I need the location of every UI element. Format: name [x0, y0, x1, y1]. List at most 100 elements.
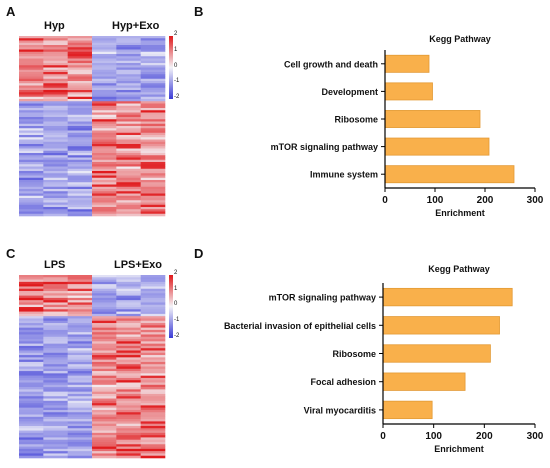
heatmap-cell — [43, 380, 68, 383]
heatmap-cell — [43, 297, 68, 301]
heatmap-cell — [116, 168, 141, 172]
heatmap-cell — [116, 430, 141, 434]
heatmap-cell — [140, 182, 166, 185]
heatmap-cell — [92, 368, 117, 372]
heatmap-cell — [19, 307, 44, 310]
colorbar-a-tick: 2 — [174, 31, 178, 37]
heatmap-cell — [43, 398, 68, 402]
heatmap-cell — [140, 40, 166, 44]
heatmap-cell — [67, 441, 93, 445]
heatmap-cell — [43, 159, 68, 163]
heatmap-cell — [116, 38, 141, 41]
heatmap-cell — [19, 146, 44, 149]
heatmap-cell — [19, 387, 44, 390]
heatmap-cell — [43, 141, 68, 145]
heatmap-cell — [67, 435, 93, 438]
heatmap-cell — [92, 435, 117, 438]
heatmap-cell — [140, 318, 166, 322]
y-tick-label: Bacterial invasion of epithelial cells — [224, 321, 376, 331]
heatmap-cell — [67, 60, 93, 64]
heatmap-cell — [92, 117, 117, 120]
heatmap-cell — [140, 343, 166, 347]
heatmap-cell — [92, 184, 117, 188]
heatmap-cell — [92, 137, 117, 140]
heatmap-cell — [67, 168, 93, 172]
heatmap-cell — [19, 81, 44, 84]
heatmap-cell — [140, 132, 166, 136]
heatmap-cell — [92, 341, 117, 344]
heatmap-cell — [19, 54, 44, 57]
heatmap-cell — [92, 112, 117, 116]
heatmap-cell — [92, 168, 117, 172]
heatmap-cell — [43, 45, 68, 48]
heatmap-cell — [92, 78, 117, 82]
heatmap-cell — [19, 47, 44, 50]
heatmap-cell — [92, 421, 117, 424]
x-tick-label: 200 — [477, 195, 494, 206]
heatmap-cell — [19, 313, 44, 317]
heatmap-cell — [19, 371, 44, 374]
heatmap-cell — [116, 83, 141, 86]
heatmap-cell — [92, 311, 117, 315]
heatmap-cell — [19, 421, 44, 424]
heatmap-cell — [116, 180, 141, 183]
heatmap-cell — [140, 90, 166, 93]
heatmap-cell — [43, 189, 68, 192]
heatmap-cell — [116, 193, 141, 197]
heatmap-cell — [67, 393, 93, 397]
heatmap-cell — [92, 195, 117, 199]
heatmap-cell — [92, 423, 117, 427]
heatmap-cell — [116, 81, 141, 84]
heatmap-cell — [92, 157, 117, 161]
heatmap-cell — [43, 155, 68, 158]
heatmap-cell — [19, 108, 44, 111]
heatmap-cell — [116, 87, 141, 91]
heatmap-cell — [43, 157, 68, 161]
heatmap-cell — [67, 114, 93, 118]
heatmap-cell — [92, 65, 117, 68]
heatmap-cell — [43, 441, 68, 445]
heatmap-cell — [43, 318, 68, 322]
heatmap-cell — [19, 189, 44, 192]
heatmap-cell — [19, 40, 44, 44]
heatmap-cell — [140, 177, 166, 181]
heatmap-cell — [92, 58, 117, 62]
heatmap-cell — [140, 409, 166, 413]
heatmap-cell — [67, 327, 93, 331]
heatmap-cell — [67, 128, 93, 131]
heatmap-cell — [43, 403, 68, 406]
bar — [384, 165, 515, 184]
heatmap-cell — [19, 175, 44, 179]
heatmap-cell — [116, 49, 141, 53]
heatmap-cell — [140, 444, 166, 447]
heatmap-cell — [19, 334, 44, 338]
heatmap-cell — [92, 297, 117, 301]
heatmap-cell — [67, 359, 93, 363]
heatmap-cell — [43, 76, 68, 80]
heatmap-cell — [43, 325, 68, 328]
heatmap-cell — [43, 425, 68, 429]
heatmap-cell — [140, 419, 166, 422]
heatmap-cell — [116, 357, 141, 360]
heatmap-cell — [43, 295, 68, 299]
heatmap-cell — [19, 311, 44, 315]
heatmap-cell — [92, 398, 117, 402]
heatmap-cell — [140, 184, 166, 188]
heatmap-cell — [116, 69, 141, 73]
heatmap-cell — [67, 371, 93, 374]
x-tick-label: 200 — [476, 431, 493, 442]
heatmap-cell — [43, 329, 68, 333]
heatmap-cell — [67, 318, 93, 322]
heatmap-cell — [116, 329, 141, 333]
heatmap-cell — [140, 141, 166, 145]
heatmap-cell — [92, 173, 117, 176]
heatmap-cell — [43, 162, 68, 165]
heatmap-cell — [140, 403, 166, 406]
heatmap-cell — [19, 157, 44, 161]
heatmap-cell — [140, 42, 166, 46]
heatmap-cell — [19, 132, 44, 136]
heatmap-cell — [19, 141, 44, 145]
colorbar-c-tick: -2 — [174, 333, 180, 339]
y-tick-label: Immune system — [310, 170, 378, 180]
heatmap-cell — [116, 137, 141, 140]
